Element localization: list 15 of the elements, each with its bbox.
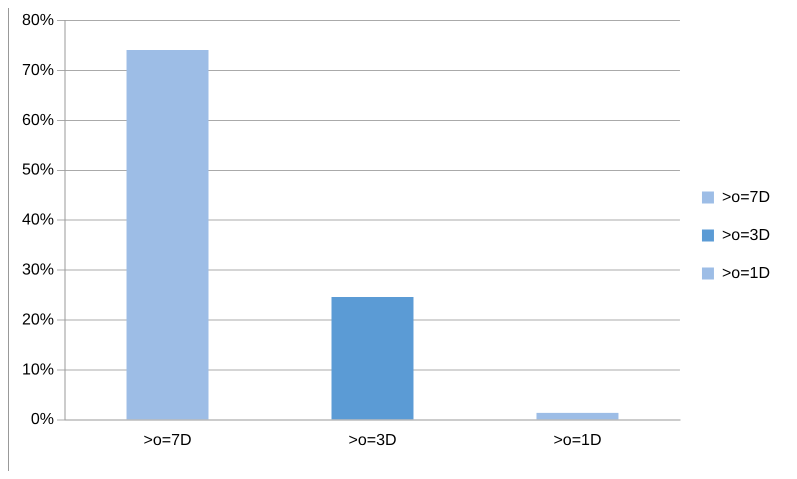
- y-tick-label: 40%: [22, 212, 54, 229]
- y-tick-label: 70%: [22, 62, 54, 79]
- y-tick-label: 60%: [22, 112, 54, 129]
- x-tick-label: >o=1D: [553, 432, 602, 449]
- y-tick-label: 30%: [22, 262, 54, 279]
- x-tick-label: >o=3D: [348, 432, 397, 449]
- legend-label: >o=7D: [722, 188, 770, 206]
- y-tick-label: 10%: [22, 361, 54, 378]
- x-tick-label: >o=7D: [143, 432, 192, 449]
- legend-label: >o=3D: [722, 226, 770, 244]
- legend-label: >o=1D: [722, 264, 770, 282]
- y-tick-label: 20%: [22, 311, 54, 328]
- y-tick-label: 80%: [22, 12, 54, 30]
- y-tick-label: 50%: [22, 162, 54, 179]
- y-tick-label: 0%: [30, 411, 54, 428]
